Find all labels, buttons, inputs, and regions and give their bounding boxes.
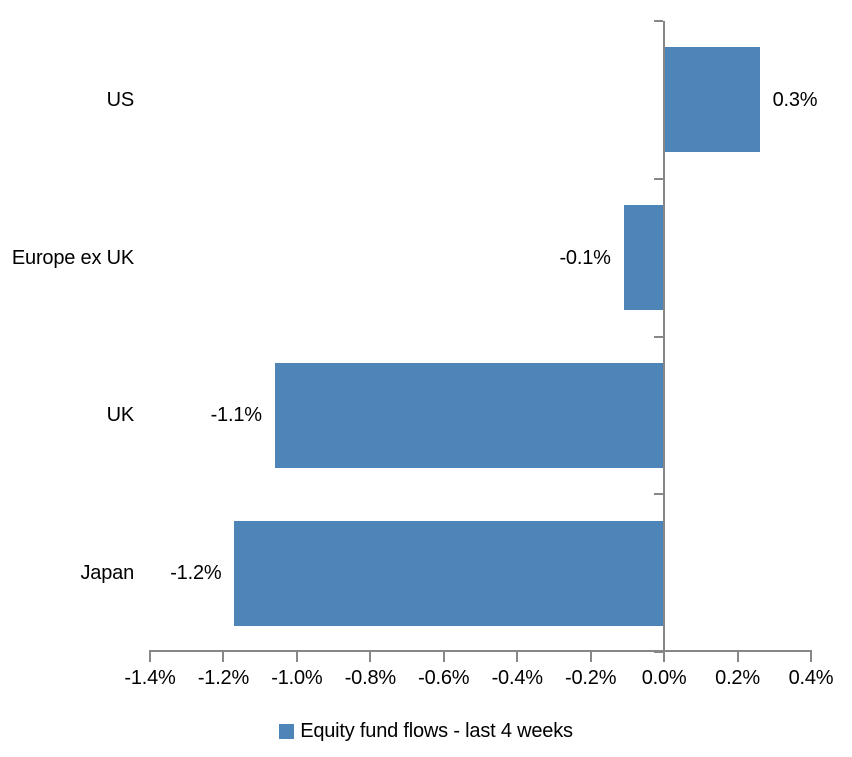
data-label-uk: -1.1% [210,404,262,427]
category-label-japan: Japan [80,562,135,585]
x-axis-tick [222,650,225,662]
data-label-japan: -1.2% [170,562,222,585]
y-axis-tick [654,335,664,338]
x-axis-tick-label: 0.4% [788,667,834,689]
x-axis-tick-label: -1.2% [197,667,250,689]
x-axis-tick-label: -0.6% [418,667,470,689]
x-axis-tick [516,650,519,662]
x-axis-tick-label: -0.8% [344,667,396,689]
x-axis-tick-label: 0.2% [715,667,760,689]
category-label-europe-ex-uk: Europe ex UK [11,246,134,269]
x-axis-tick-label: 0.0% [641,667,687,689]
x-axis-tick-label: -1.4% [124,667,176,689]
y-axis-tick [654,20,664,22]
bar-japan [234,520,665,626]
bar-europe-ex-uk [623,205,665,311]
y-axis-tick [654,177,664,180]
x-axis-tick-label: -0.2% [565,667,617,689]
legend-label: Equity fund flows - last 4 weeks [300,719,573,742]
x-axis-line [149,650,812,652]
category-label-us: US [106,88,135,111]
x-axis-tick [149,650,151,662]
legend: Equity fund flows - last 4 weeks [0,716,852,746]
x-axis-tick [663,650,666,662]
legend-swatch [279,723,295,739]
bar-us [664,47,760,153]
bar-uk [274,362,665,468]
data-label-europe-ex-uk: -0.1% [559,246,611,269]
x-axis-tick [736,650,739,662]
y-axis-tick [654,651,664,653]
x-axis-tick [589,650,592,662]
y-axis-line [663,21,666,652]
x-axis-tick [295,650,298,662]
y-axis-tick [654,493,664,496]
data-label-us: 0.3% [772,88,818,111]
x-axis-tick [810,650,812,662]
x-axis-tick [442,650,445,662]
x-axis-tick [369,650,372,662]
x-axis-tick-label: -0.4% [491,667,543,689]
category-label-uk: UK [106,404,135,427]
x-axis-tick-label: -1.0% [271,667,323,689]
